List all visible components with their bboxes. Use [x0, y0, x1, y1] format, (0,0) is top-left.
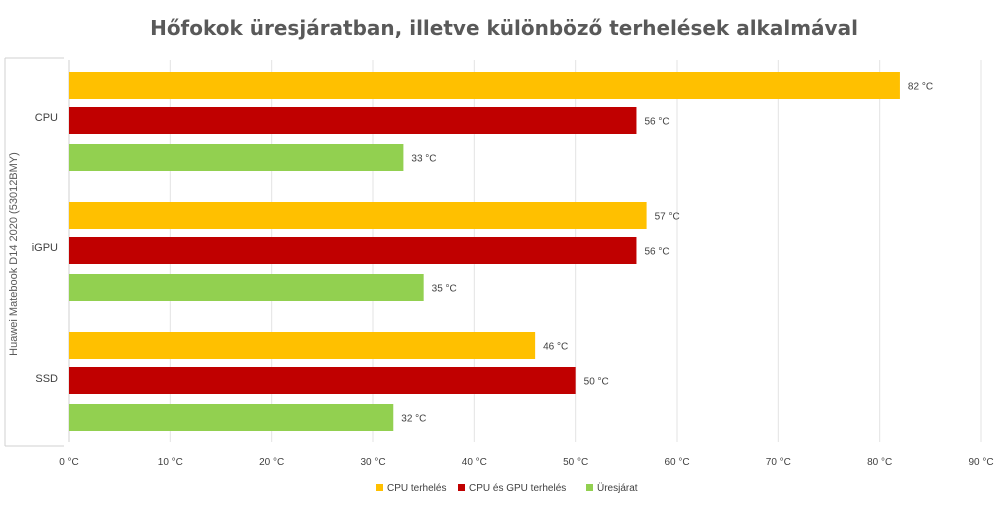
plot-area: 0 °C 10 °C 20 °C 30 °C 40 °C 50 °C 60 °C 70 °C 8… [32, 60, 994, 468]
group-label: Huawei Matebook D14 2020 (53012BMY) [8, 152, 20, 356]
legend-swatch [376, 484, 383, 491]
x-tick-label: 90 °C [968, 457, 993, 468]
x-tick-label: 10 °C [158, 457, 183, 468]
x-tick-label: 70 °C [766, 457, 791, 468]
x-tick-label: 30 °C [360, 457, 385, 468]
category-label: SSD [35, 373, 58, 385]
legend-swatch [586, 484, 593, 491]
group-label-box: Huawei Matebook D14 2020 (53012BMY) [4, 57, 64, 447]
category-label: CPU [35, 112, 58, 124]
bar [69, 72, 900, 99]
bar [69, 107, 637, 134]
x-tick-label: 50 °C [563, 457, 588, 468]
bar [69, 404, 394, 431]
legend-swatch [458, 484, 465, 491]
bar [69, 274, 424, 301]
x-tick-label: 60 °C [664, 457, 689, 468]
x-tick-label: 20 °C [259, 457, 284, 468]
x-tick-label: 40 °C [462, 457, 487, 468]
bar [69, 367, 576, 394]
data-label: 46 °C [543, 342, 568, 353]
x-tick-label: 0 °C [59, 457, 79, 468]
legend: CPU terhelés CPU és GPU terhelés Üresjárat [376, 482, 638, 494]
x-tick-label: 80 °C [867, 457, 892, 468]
data-label: 50 °C [584, 377, 609, 388]
data-label: 82 °C [908, 82, 933, 93]
legend-label: CPU terhelés [387, 483, 446, 494]
category-label: iGPU [32, 242, 58, 254]
data-label: 33 °C [411, 154, 436, 165]
data-label: 32 °C [401, 414, 426, 425]
bar [69, 237, 637, 264]
data-label: 56 °C [644, 247, 669, 258]
bar [69, 202, 647, 229]
chart-title: Hőfokok üresjáratban, illetve különböző … [150, 16, 858, 40]
bar [69, 332, 536, 359]
legend-label: Üresjárat [597, 482, 638, 494]
bar [69, 144, 404, 171]
data-label: 57 °C [655, 212, 680, 223]
data-label: 35 °C [432, 284, 457, 295]
legend-label: CPU és GPU terhelés [469, 483, 566, 494]
data-label: 56 °C [644, 117, 669, 128]
